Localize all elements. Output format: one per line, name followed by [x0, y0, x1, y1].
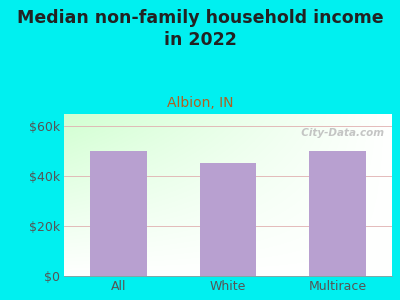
Text: City-Data.com: City-Data.com [294, 128, 384, 138]
Bar [309, 152, 366, 276]
Bar [200, 163, 256, 276]
Text: Median non-family household income
in 2022: Median non-family household income in 20… [17, 9, 383, 49]
Text: Albion, IN: Albion, IN [167, 96, 233, 110]
Bar [90, 152, 147, 276]
